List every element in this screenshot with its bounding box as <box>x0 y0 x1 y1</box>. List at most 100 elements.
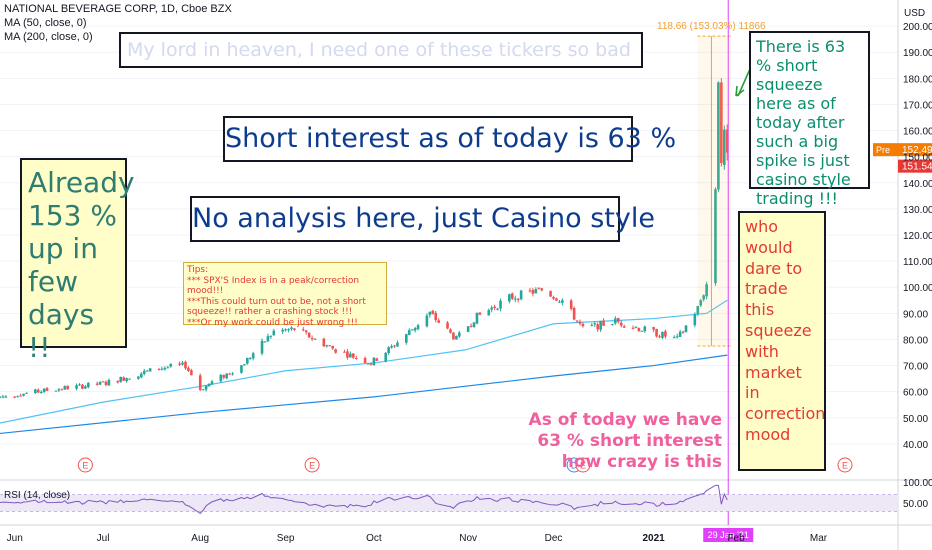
candle-body <box>493 306 496 309</box>
candle-body <box>184 361 187 369</box>
price-tick-label: 110.00 <box>903 257 932 268</box>
range-measure-box <box>697 36 732 346</box>
candle-body <box>95 383 99 385</box>
candle-body <box>458 332 461 337</box>
candle-body <box>681 331 685 333</box>
tips-line: *** SPX'S Index is in a peak/correction … <box>187 275 360 297</box>
candle-body <box>661 331 664 338</box>
price-tick-label: 170.00 <box>903 100 932 111</box>
event-letter: E <box>309 461 315 471</box>
candle-body <box>619 322 623 326</box>
candle-body <box>410 329 414 331</box>
candle-body <box>122 377 125 381</box>
candle-body <box>287 329 290 331</box>
candle-body <box>652 327 655 330</box>
candle-body <box>714 189 717 284</box>
time-tick-label: Jul <box>97 533 110 544</box>
candle-body <box>469 325 473 327</box>
candle-body <box>231 373 234 375</box>
already-note[interactable]: Already 153 % up in few days !! <box>20 158 135 364</box>
rsi-line <box>0 484 728 515</box>
candle-body <box>387 347 390 354</box>
candle-body <box>475 312 479 324</box>
event-letter: E <box>82 461 88 471</box>
candle-body <box>375 358 379 361</box>
time-tag-bg <box>703 528 754 542</box>
candle-body <box>166 367 170 369</box>
candle-body <box>569 300 573 309</box>
ma50-polyline <box>0 299 728 424</box>
candle-body <box>363 358 367 364</box>
candle-body <box>413 328 417 331</box>
event-letter: E <box>580 461 586 471</box>
candle-body <box>508 294 511 302</box>
squeeze-note[interactable]: There is 63 % short squeeze here as of t… <box>749 31 870 208</box>
price-tick-label: 180.00 <box>903 74 932 85</box>
ma200-polyline <box>0 354 728 435</box>
candle-body <box>243 364 246 366</box>
who-note[interactable]: who would dare to trade this squeeze wit… <box>738 211 826 471</box>
ma200-line <box>0 354 728 435</box>
candle-body <box>260 340 264 354</box>
candle-body <box>590 324 594 326</box>
candle-body <box>487 310 491 316</box>
price-tick-label: 90.00 <box>903 309 928 320</box>
time-tick-label: Sep <box>277 533 295 544</box>
candle-body <box>531 290 535 294</box>
candle-body <box>75 385 78 389</box>
candle-body <box>578 321 582 324</box>
price-tick-label: 160.00 <box>903 127 932 138</box>
candle-body <box>266 336 270 342</box>
candle-body <box>534 289 538 294</box>
candle-body <box>181 362 184 365</box>
rsi-tick-label: 50.00 <box>903 499 928 510</box>
candle-body <box>66 385 70 390</box>
candle-body <box>187 367 190 371</box>
candle-body <box>313 338 317 340</box>
faint-note[interactable]: My lord in heaven, I need one of these t… <box>119 32 643 68</box>
short-interest-note[interactable]: Short interest as of today is 63 % <box>223 116 676 162</box>
candle-body <box>354 358 358 360</box>
range-measure-label: 118.66 (153.03%) 11866 <box>657 21 766 32</box>
pre-tag-bg <box>873 143 898 157</box>
casino-note[interactable]: No analysis here, just Casino style <box>190 196 655 242</box>
candle-body <box>513 298 517 300</box>
time-tag-label: 29 Jan '21 <box>708 530 749 540</box>
candle-body <box>343 351 346 353</box>
tips-note[interactable]: Tips: *** SPX'S Index is in a peak/correc… <box>183 262 387 328</box>
candle-body <box>684 325 688 333</box>
candle-body <box>675 336 679 338</box>
event-letter: D <box>571 461 578 471</box>
candle-body <box>228 373 231 375</box>
candle-body <box>614 318 617 324</box>
candle-body <box>219 374 223 382</box>
candle-body <box>310 337 314 340</box>
candle-body <box>717 82 720 190</box>
time-tick-label: 2021 <box>643 533 666 544</box>
pre-price-label: 152.49 <box>902 145 932 156</box>
candle-body <box>4 396 8 398</box>
today-note[interactable]: As of today we have 63 % short interest … <box>528 410 722 472</box>
candle-body <box>658 336 661 338</box>
candle-body <box>496 308 499 310</box>
candle-body <box>634 327 638 329</box>
time-tick-label: Nov <box>459 533 477 544</box>
price-tick-label: 80.00 <box>903 335 928 346</box>
candle-body <box>263 341 267 343</box>
candle-body <box>107 380 111 386</box>
candle-body <box>431 310 435 314</box>
earnings-marker <box>575 457 591 473</box>
candle-body <box>225 373 229 379</box>
candle-body <box>416 325 420 330</box>
candle-body <box>478 312 482 315</box>
candle-body <box>616 318 620 322</box>
candle-body <box>455 335 458 340</box>
candle-body <box>57 389 61 391</box>
candle-body <box>125 378 128 382</box>
candle-body <box>537 287 541 289</box>
price-tick-label: 60.00 <box>903 388 928 399</box>
candle-body <box>163 368 167 370</box>
candle-body <box>472 322 476 328</box>
event-letter: E <box>842 461 848 471</box>
candle-body <box>119 376 123 382</box>
